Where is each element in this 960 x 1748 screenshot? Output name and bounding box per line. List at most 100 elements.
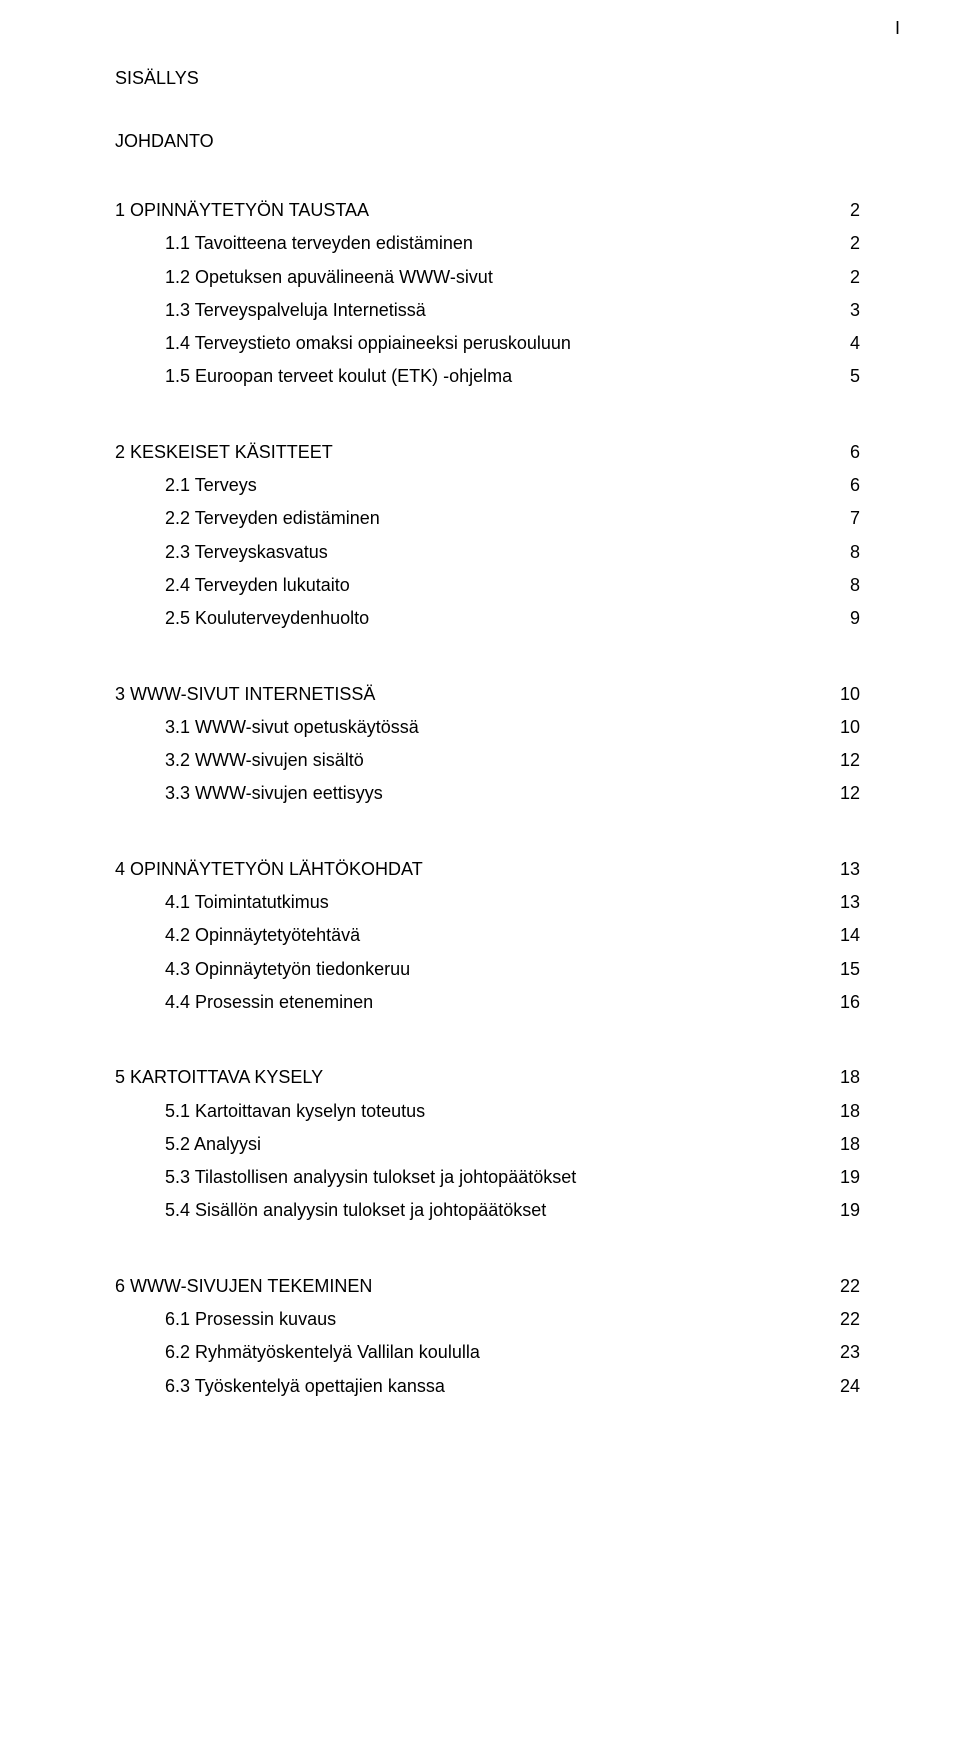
toc-label: 6.2 Ryhmätyöskentelyä Vallilan koululla — [165, 1336, 810, 1369]
toc-label: 2.2 Terveyden edistäminen — [165, 502, 810, 535]
toc-item: 1.4 Terveystieto omaksi oppiaineeksi per… — [115, 327, 860, 360]
toc-item: 1.2 Opetuksen apuvälineenä WWW-sivut 2 — [115, 261, 860, 294]
toc-item: 5.1 Kartoittavan kyselyn toteutus 18 — [115, 1095, 860, 1128]
toc-label: 1.1 Tavoitteena terveyden edistäminen — [165, 227, 810, 260]
page-number: I — [895, 18, 900, 39]
toc-item: 2.4 Terveyden lukutaito 8 — [115, 569, 860, 602]
toc-item: 1.5 Euroopan terveet koulut (ETK) -ohjel… — [115, 360, 860, 393]
toc-page: 19 — [810, 1161, 860, 1194]
toc-item: 6.1 Prosessin kuvaus 22 — [115, 1303, 860, 1336]
toc-page: 4 — [810, 327, 860, 360]
toc-label: 2.5 Kouluterveydenhuolto — [165, 602, 810, 635]
toc-section-head: 1 OPINNÄYTETYÖN TAUSTAA 2 — [115, 194, 860, 227]
toc-section-head: 6 WWW-SIVUJEN TEKEMINEN 22 — [115, 1270, 860, 1303]
toc-section-head: 4 OPINNÄYTETYÖN LÄHTÖKOHDAT 13 — [115, 853, 860, 886]
toc-item: 2.1 Terveys 6 — [115, 469, 860, 502]
toc-page: 15 — [810, 953, 860, 986]
toc-label: 4.2 Opinnäytetyötehtävä — [165, 919, 810, 952]
toc-label: 2.4 Terveyden lukutaito — [165, 569, 810, 602]
toc-page: 2 — [810, 194, 860, 227]
toc-label: 3.3 WWW-sivujen eettisyys — [165, 777, 810, 810]
toc-section-head: 2 KESKEISET KÄSITTEET 6 — [115, 436, 860, 469]
toc-page: 10 — [810, 711, 860, 744]
toc-label: 5.3 Tilastollisen analyysin tulokset ja … — [165, 1161, 810, 1194]
toc-section: 5 KARTOITTAVA KYSELY 18 5.1 Kartoittavan… — [115, 1061, 860, 1227]
toc-page: 5 — [810, 360, 860, 393]
toc-item: 5.3 Tilastollisen analyysin tulokset ja … — [115, 1161, 860, 1194]
toc-label: 3.2 WWW-sivujen sisältö — [165, 744, 810, 777]
toc-page: 22 — [810, 1270, 860, 1303]
toc-label: 4 OPINNÄYTETYÖN LÄHTÖKOHDAT — [115, 853, 810, 886]
toc-item: 6.2 Ryhmätyöskentelyä Vallilan koululla … — [115, 1336, 860, 1369]
toc-label: 5.4 Sisällön analyysin tulokset ja johto… — [165, 1194, 810, 1227]
toc-item: 4.1 Toimintatutkimus 13 — [115, 886, 860, 919]
toc-section: 4 OPINNÄYTETYÖN LÄHTÖKOHDAT 13 4.1 Toimi… — [115, 853, 860, 1019]
toc-page: 8 — [810, 569, 860, 602]
toc-label: 4.3 Opinnäytetyön tiedonkeruu — [165, 953, 810, 986]
toc-page: 13 — [810, 853, 860, 886]
toc-page: 6 — [810, 436, 860, 469]
toc-label: 4.4 Prosessin eteneminen — [165, 986, 810, 1019]
toc-item: 2.3 Terveyskasvatus 8 — [115, 536, 860, 569]
toc-heading: SISÄLLYS — [115, 68, 860, 89]
toc-item: 3.1 WWW-sivut opetuskäytössä 10 — [115, 711, 860, 744]
intro-heading: JOHDANTO — [115, 131, 860, 152]
toc-page: 12 — [810, 744, 860, 777]
toc-item: 3.2 WWW-sivujen sisältö 12 — [115, 744, 860, 777]
toc-item: 6.3 Työskentelyä opettajien kanssa 24 — [115, 1370, 860, 1403]
toc-section: 2 KESKEISET KÄSITTEET 6 2.1 Terveys 6 2.… — [115, 436, 860, 636]
toc-page: 14 — [810, 919, 860, 952]
toc-label: 4.1 Toimintatutkimus — [165, 886, 810, 919]
toc-page: 12 — [810, 777, 860, 810]
toc-item: 1.3 Terveyspalveluja Internetissä 3 — [115, 294, 860, 327]
toc-item: 4.4 Prosessin eteneminen 16 — [115, 986, 860, 1019]
toc-label: 2.1 Terveys — [165, 469, 810, 502]
toc-item: 1.1 Tavoitteena terveyden edistäminen 2 — [115, 227, 860, 260]
toc-item: 3.3 WWW-sivujen eettisyys 12 — [115, 777, 860, 810]
toc-label: 1.2 Opetuksen apuvälineenä WWW-sivut — [165, 261, 810, 294]
toc-label: 5.1 Kartoittavan kyselyn toteutus — [165, 1095, 810, 1128]
toc-page: 23 — [810, 1336, 860, 1369]
toc-label: 1 OPINNÄYTETYÖN TAUSTAA — [115, 194, 810, 227]
toc-section: 1 OPINNÄYTETYÖN TAUSTAA 2 1.1 Tavoitteen… — [115, 194, 860, 394]
toc-page: 9 — [810, 602, 860, 635]
toc-page: 7 — [810, 502, 860, 535]
toc-page: 18 — [810, 1061, 860, 1094]
toc-label: 1.4 Terveystieto omaksi oppiaineeksi per… — [165, 327, 810, 360]
toc-section-head: 3 WWW-SIVUT INTERNETISSÄ 10 — [115, 678, 860, 711]
toc-page: 13 — [810, 886, 860, 919]
toc-label: 3 WWW-SIVUT INTERNETISSÄ — [115, 678, 810, 711]
toc-label: 1.5 Euroopan terveet koulut (ETK) -ohjel… — [165, 360, 810, 393]
toc-item: 4.2 Opinnäytetyötehtävä 14 — [115, 919, 860, 952]
toc-label: 1.3 Terveyspalveluja Internetissä — [165, 294, 810, 327]
toc-page: 8 — [810, 536, 860, 569]
toc-label: 2.3 Terveyskasvatus — [165, 536, 810, 569]
document-page: I SISÄLLYS JOHDANTO 1 OPINNÄYTETYÖN TAUS… — [0, 0, 960, 1748]
toc-item: 5.4 Sisällön analyysin tulokset ja johto… — [115, 1194, 860, 1227]
toc-label: 6.1 Prosessin kuvaus — [165, 1303, 810, 1336]
toc-item: 4.3 Opinnäytetyön tiedonkeruu 15 — [115, 953, 860, 986]
toc-label: 6 WWW-SIVUJEN TEKEMINEN — [115, 1270, 810, 1303]
intro-block: JOHDANTO — [115, 131, 860, 152]
toc-label: 5 KARTOITTAVA KYSELY — [115, 1061, 810, 1094]
toc-page: 18 — [810, 1128, 860, 1161]
toc-page: 22 — [810, 1303, 860, 1336]
toc-page: 19 — [810, 1194, 860, 1227]
toc-item: 2.5 Kouluterveydenhuolto 9 — [115, 602, 860, 635]
toc-page: 3 — [810, 294, 860, 327]
toc-page: 18 — [810, 1095, 860, 1128]
toc-page: 24 — [810, 1370, 860, 1403]
toc-label: 6.3 Työskentelyä opettajien kanssa — [165, 1370, 810, 1403]
toc-section: 6 WWW-SIVUJEN TEKEMINEN 22 6.1 Prosessin… — [115, 1270, 860, 1403]
toc-item: 2.2 Terveyden edistäminen 7 — [115, 502, 860, 535]
toc-page: 16 — [810, 986, 860, 1019]
toc-label: 3.1 WWW-sivut opetuskäytössä — [165, 711, 810, 744]
toc-section: 3 WWW-SIVUT INTERNETISSÄ 10 3.1 WWW-sivu… — [115, 678, 860, 811]
toc-page: 2 — [810, 227, 860, 260]
toc-page: 2 — [810, 261, 860, 294]
toc-page: 6 — [810, 469, 860, 502]
toc-item: 5.2 Analyysi 18 — [115, 1128, 860, 1161]
toc-section-head: 5 KARTOITTAVA KYSELY 18 — [115, 1061, 860, 1094]
toc-label: 2 KESKEISET KÄSITTEET — [115, 436, 810, 469]
toc-label: 5.2 Analyysi — [165, 1128, 810, 1161]
